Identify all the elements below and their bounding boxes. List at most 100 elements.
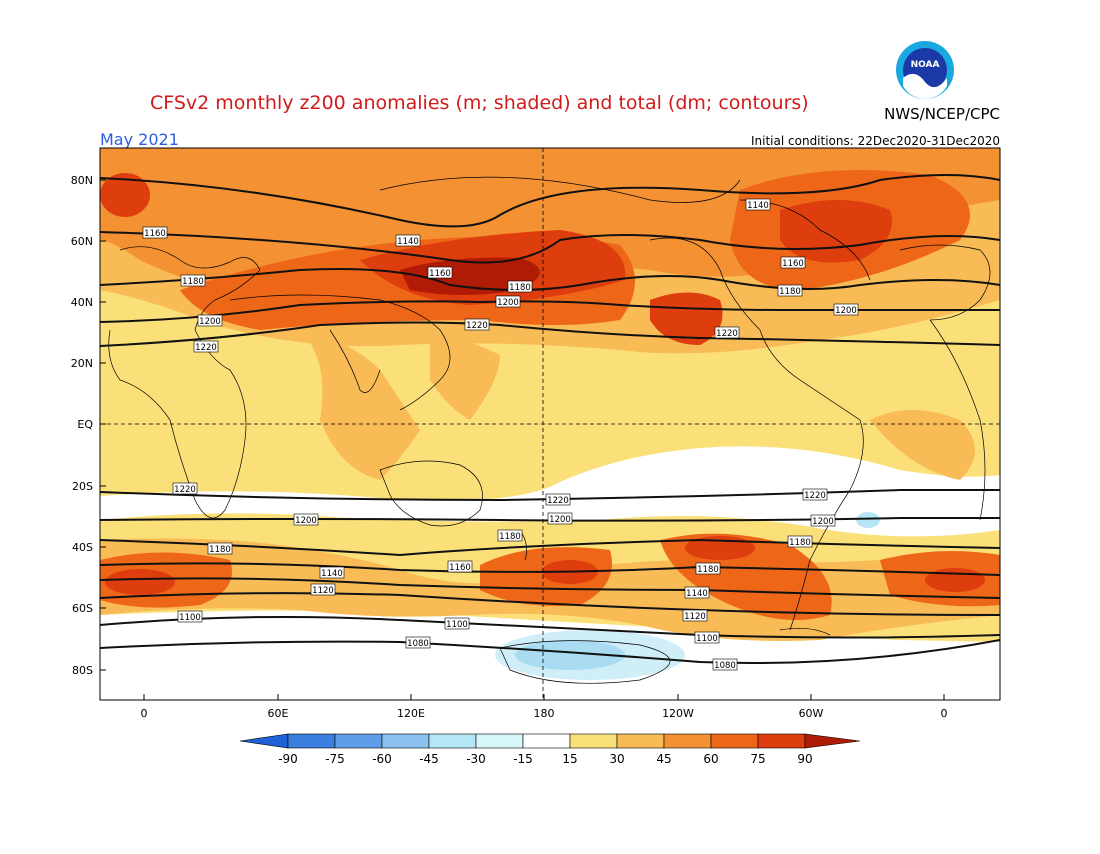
anomaly-shading: 1160 1140 1160 1180 1140 1160 1180 1180 1200 1200…: [100, 148, 1000, 700]
contour-label: 1100: [696, 634, 718, 644]
lat-tick-label: 40S: [72, 541, 93, 554]
contour-label: 1180: [697, 565, 719, 575]
contour-label: 1200: [295, 516, 317, 526]
contour-label-box: [193, 340, 219, 353]
coastlines: [108, 176, 991, 684]
contour-label: 1080: [407, 639, 429, 649]
contour-label: 1140: [747, 201, 769, 211]
contour-label: 1220: [466, 321, 488, 331]
colorbar-label: 60: [703, 752, 718, 766]
contour-label: 1220: [547, 496, 569, 506]
colorbar-swatch: [475, 733, 524, 749]
contour-label-box: [405, 636, 431, 649]
contour-label-box: [197, 314, 223, 327]
contour-label: 1160: [782, 259, 804, 269]
colorbar-swatch: [381, 733, 430, 749]
contour-label-box: [833, 303, 859, 316]
chart-title: CFSv2 monthly z200 anomalies (m; shaded)…: [150, 92, 809, 114]
colorbar-swatch: [616, 733, 665, 749]
lat-tick-label: 80N: [71, 174, 93, 187]
lon-tick-label: 0: [141, 707, 148, 720]
contour-label-box: [780, 256, 806, 269]
colorbar-swatch: [287, 733, 336, 749]
contour-label-box: [777, 284, 803, 297]
colorbar-label: -30: [466, 752, 486, 766]
colorbar-swatch: [710, 733, 759, 749]
initial-conditions: Initial conditions: 22Dec2020-31Dec2020: [751, 134, 1000, 148]
contour-label: 1180: [182, 277, 204, 287]
lat-tick-label: 80S: [72, 664, 93, 677]
lon-tick-label: 60E: [268, 707, 289, 720]
contour-label-box: [787, 535, 813, 548]
contour-label: 1120: [684, 612, 706, 622]
contour-label-box: [293, 513, 319, 526]
contour-label-box: [447, 560, 473, 573]
colorbar-swatch: [334, 733, 383, 749]
latitude-axis: 80N 60N 40N 20N EQ 20S 40S 60S 80S: [71, 174, 106, 677]
contour-label-box: [142, 226, 168, 239]
contour-label: 1160: [429, 269, 451, 279]
contour-label-box: [545, 493, 571, 506]
colorbar-swatch: [428, 733, 477, 749]
colorbar-label: 45: [656, 752, 671, 766]
colorbar-arrow-right: [804, 733, 861, 749]
contour-label-box: [177, 610, 203, 623]
contour-label: 1140: [397, 237, 419, 247]
colorbar-label: -15: [513, 752, 533, 766]
lat-tick-label: 40N: [71, 296, 93, 309]
colorbar-swatch: [663, 733, 712, 749]
contour-label: 1200: [835, 306, 857, 316]
contour-label-box: [319, 566, 345, 579]
contour-label-box: [695, 562, 721, 575]
contour-label: 1160: [144, 229, 166, 239]
lon-tick-label: 60W: [799, 707, 824, 720]
contour-label-box: [547, 512, 573, 525]
contour-label-box: [684, 586, 710, 599]
noaa-logo-text: NOAA: [911, 60, 940, 70]
contour-label-box: [802, 488, 828, 501]
colorbar-swatch: [522, 733, 571, 749]
colorbar-label: -75: [325, 752, 345, 766]
contour-label: 1180: [509, 283, 531, 293]
map-panel: 1160 1140 1160 1180 1140 1160 1180 1180 1200 1200…: [71, 147, 1001, 720]
contour-labels-north: 1160 1140 1160 1180 1140 1160 1180 1180 1200 1200…: [142, 198, 859, 353]
contour-label-box: [172, 482, 198, 495]
contour-label-box: [810, 514, 836, 527]
lon-tick-label: 0: [941, 707, 948, 720]
contour-label: 1180: [789, 538, 811, 548]
contour-label: 1200: [497, 298, 519, 308]
contour-label: 1180: [779, 287, 801, 297]
height-contours: [100, 174, 1000, 665]
contour-label: 1120: [312, 586, 334, 596]
contour-label-box: [207, 542, 233, 555]
lon-tick-label: 180: [534, 707, 555, 720]
agency-label: NWS/NCEP/CPC: [884, 105, 1000, 123]
contour-label-box: [745, 198, 771, 211]
lat-tick-label: 20S: [72, 480, 93, 493]
contour-label: 1100: [179, 613, 201, 623]
contour-label-box: [395, 234, 421, 247]
forecast-month: May 2021: [100, 130, 179, 149]
contour-label: 1220: [804, 491, 826, 501]
contour-label-box: [682, 609, 708, 622]
colorbar: -90 -75 -60 -45 -30 -15 15 30 45 60 75 90: [239, 733, 861, 766]
contour-label: 1220: [174, 485, 196, 495]
contour-label: 1140: [321, 569, 343, 579]
colorbar-label: -60: [372, 752, 392, 766]
contour-label: 1080: [714, 661, 736, 671]
colorbar-label: 90: [797, 752, 812, 766]
lat-tick-label: 20N: [71, 357, 93, 370]
colorbar-label: -45: [419, 752, 439, 766]
lon-tick-label: 120E: [397, 707, 425, 720]
lat-tick-label: 60S: [72, 602, 93, 615]
contour-label-box: [464, 318, 490, 331]
contour-label: 1200: [199, 317, 221, 327]
contour-label: 1160: [449, 563, 471, 573]
noaa-logo: NOAA: [896, 41, 954, 99]
colorbar-swatch: [569, 733, 618, 749]
contour-label-box: [310, 583, 336, 596]
contour-label-box: [714, 326, 740, 339]
contour-labels-south: 1220 1220 1220 1200 1200 1200 1180 1180 1180 1180…: [172, 482, 836, 671]
colorbar-label: 15: [562, 752, 577, 766]
